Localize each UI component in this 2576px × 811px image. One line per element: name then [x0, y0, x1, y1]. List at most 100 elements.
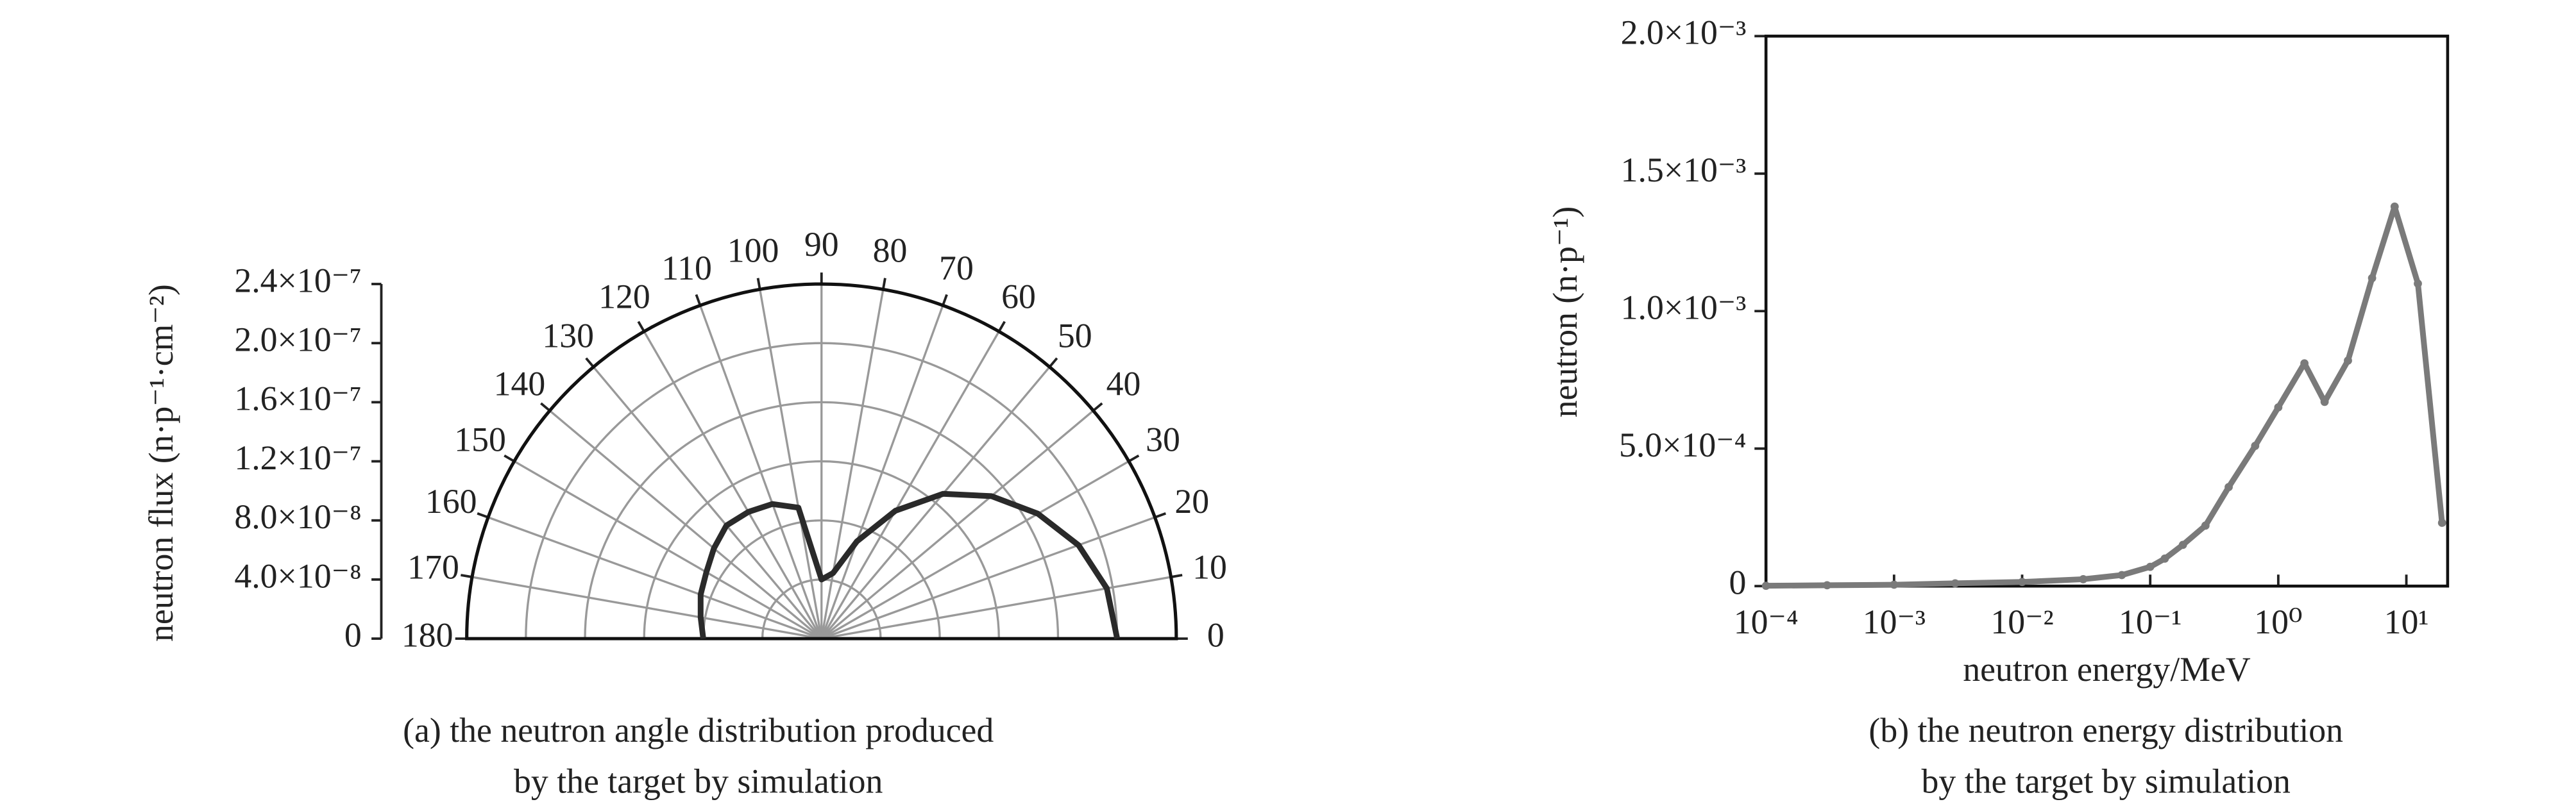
r-tick-label: 2.4×10⁻⁷	[234, 261, 361, 299]
caption: (b) the neutron energy distribution	[1868, 711, 2343, 749]
theta-tick	[504, 454, 515, 463]
data-point	[2160, 554, 2169, 563]
grid-radial	[513, 460, 822, 640]
data-point	[2146, 562, 2155, 571]
theta-tick	[1092, 402, 1103, 412]
theta-tick	[461, 574, 473, 578]
theta-tick-label: 30	[1146, 421, 1180, 459]
data-point	[2201, 521, 2210, 530]
theta-tick	[756, 278, 761, 290]
theta-tick	[1048, 357, 1058, 368]
r-tick-label: 0	[344, 615, 362, 654]
theta-tick-label: 20	[1174, 482, 1209, 521]
theta-tick-label: 70	[939, 249, 974, 287]
grid-radial	[821, 516, 1156, 640]
grid-radial	[643, 331, 823, 639]
x-tick-label: 10⁻³	[1863, 603, 1926, 641]
data-point	[2274, 403, 2283, 412]
x-tick-label: 10⁻⁴	[1734, 603, 1799, 641]
y-tick-label: 1.5×10⁻³	[1621, 151, 1747, 189]
theta-tick	[1171, 574, 1183, 578]
r-tick-label: 4.0×10⁻⁸	[234, 556, 361, 595]
y-axis-label: neutron flux (n·p⁻¹·cm⁻²)	[142, 284, 180, 642]
plot-frame	[1764, 35, 2450, 588]
grid-radial	[820, 366, 1051, 640]
data-point	[2344, 356, 2352, 365]
theta-tick-label: 160	[425, 482, 477, 521]
theta-tick-label: 80	[873, 231, 908, 269]
theta-tick	[477, 512, 489, 519]
data-point	[2414, 279, 2422, 288]
theta-tick-label: 10	[1192, 548, 1227, 587]
x-tick-label: 10⁻¹	[2119, 603, 2182, 641]
theta-tick	[695, 294, 702, 306]
r-tick-label: 2.0×10⁻⁷	[234, 321, 361, 359]
theta-tick	[881, 278, 886, 290]
data-point	[2251, 442, 2260, 450]
data-point	[1823, 581, 1831, 590]
theta-tick	[585, 357, 595, 368]
data-point	[2079, 575, 2088, 583]
theta-tick	[637, 321, 645, 333]
data-line	[1766, 203, 2445, 589]
data-point	[2117, 571, 2126, 580]
data-point	[2320, 397, 2329, 406]
data-point	[2437, 519, 2446, 527]
theta-tick-label: 40	[1106, 365, 1141, 403]
data-point	[2224, 483, 2233, 492]
grid-radial	[820, 305, 944, 639]
caption: by the target by simulation	[1922, 762, 2291, 800]
x-tick-label: 10⁰	[2254, 603, 2302, 641]
grid-radial	[471, 576, 822, 640]
theta-tick	[540, 402, 551, 412]
caption: (a) the neutron angle distribution produ…	[403, 711, 994, 749]
caption: by the target by simulation	[514, 762, 883, 800]
data-point	[2368, 274, 2377, 283]
data-point	[2178, 540, 2187, 549]
y-tick-label: 2.0×10⁻³	[1621, 13, 1747, 52]
theta-tick-label: 50	[1058, 317, 1092, 355]
data-point	[1951, 579, 1960, 588]
theta-tick-label: 150	[454, 421, 506, 459]
theta-tick-label: 140	[494, 365, 546, 403]
y-tick-label: 5.0×10⁻⁴	[1619, 426, 1746, 464]
y-axis-label: neutron (n·p⁻¹)	[1546, 206, 1584, 418]
grid-radial	[820, 460, 1130, 640]
polar-rim	[465, 282, 1178, 640]
theta-tick	[1154, 512, 1167, 519]
grid-radial	[759, 289, 823, 639]
grid-radial	[820, 331, 1000, 639]
x-tick-label: 10⁻²	[1990, 603, 2053, 641]
theta-tick-label: 60	[1001, 278, 1036, 316]
r-tick-label: 1.6×10⁻⁷	[234, 380, 361, 418]
grid-radial	[821, 576, 1171, 640]
x-axis-label: neutron energy/MeV	[1963, 650, 2251, 689]
grid-radial	[548, 410, 822, 640]
data-point	[2018, 578, 2026, 587]
theta-tick-label: 130	[542, 317, 594, 355]
x-tick-label: 10¹	[2384, 603, 2429, 641]
theta-tick	[1128, 454, 1140, 463]
grid-radial	[592, 366, 823, 640]
theta-tick-label: 120	[598, 278, 650, 316]
data-line	[697, 490, 1121, 640]
theta-tick	[942, 294, 948, 306]
y-tick-label: 0	[1729, 564, 1747, 602]
grid-radial	[820, 289, 885, 639]
y-tick-label: 1.0×10⁻³	[1621, 288, 1747, 327]
data-point	[1761, 581, 1770, 590]
grid-radial	[699, 305, 823, 639]
theta-tick-label: 100	[727, 231, 779, 269]
r-tick-label: 8.0×10⁻⁸	[234, 497, 361, 536]
grid-radial	[820, 410, 1094, 640]
theta-tick-label: 180	[402, 615, 453, 654]
theta-tick-label: 170	[407, 548, 459, 587]
theta-tick-label: 0	[1207, 615, 1224, 654]
grid-radial	[487, 516, 822, 640]
data-point	[1890, 580, 1899, 589]
theta-tick-label: 90	[804, 225, 839, 263]
r-tick-label: 1.2×10⁻⁷	[234, 439, 361, 477]
theta-tick	[997, 321, 1006, 333]
